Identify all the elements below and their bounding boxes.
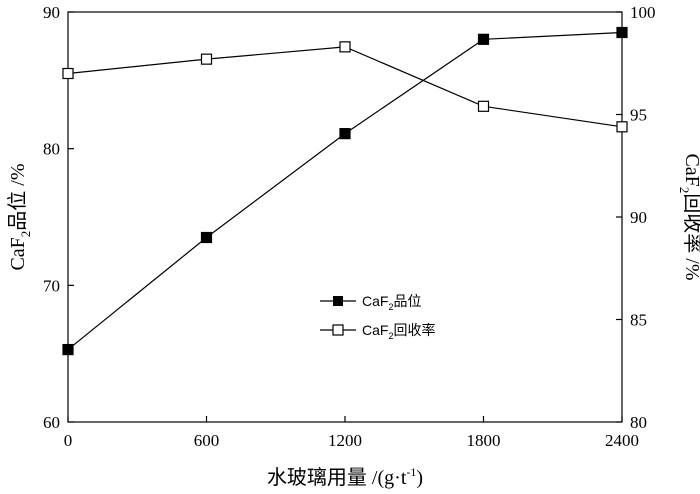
y-right-tick-label: 100 [630, 3, 656, 22]
series-line-grade [67, 31, 623, 351]
y-axis-left: 60 70 80 90 [43, 3, 74, 432]
legend-marker-recovery [332, 324, 344, 336]
data-point-recovery [339, 41, 351, 53]
legend-label-grade: CaF2品位 [362, 293, 421, 312]
data-point-grade [339, 128, 351, 140]
x-tick-label: 2400 [605, 431, 639, 450]
legend: CaF2品位 CaF2回收率 [320, 293, 435, 341]
y-left-tick-label: 60 [43, 413, 60, 432]
x-tick-label: 1800 [467, 431, 501, 450]
data-point-grade [616, 26, 628, 39]
plot-frame [67, 11, 623, 423]
x-axis: 0 600 1200 1800 2400 [64, 416, 639, 450]
y-right-tick-label: 85 [630, 311, 647, 330]
series-layer [62, 26, 628, 356]
legend-marker-grade [333, 296, 343, 306]
y-right-tick-label: 95 [630, 106, 647, 125]
data-point-recovery [62, 67, 74, 80]
y-axis-right: 80 85 90 95 100 [616, 3, 656, 432]
data-point-grade [62, 343, 74, 356]
x-axis-title: 水玻璃用量 /(g·t-1) [267, 465, 423, 489]
x-tick-label: 0 [64, 431, 73, 450]
y-right-tick-label: 90 [630, 208, 647, 227]
data-point-grade [200, 231, 213, 244]
y-left-tick-label: 90 [43, 3, 60, 22]
data-point-recovery [477, 100, 490, 112]
y-right-tick-label: 80 [630, 413, 647, 432]
y-left-tick-label: 80 [43, 140, 60, 159]
y-axis-right-title: CaF2回收率 /% [677, 153, 700, 280]
x-tick-label: 1200 [328, 431, 362, 450]
y-axis-left-title: CaF2品位 /% [6, 163, 33, 270]
series-line-recovery [67, 46, 623, 128]
data-point-recovery [616, 121, 628, 133]
legend-label-recovery: CaF2回收率 [362, 322, 435, 341]
data-point-grade [477, 33, 490, 45]
y-left-tick-label: 70 [43, 276, 60, 295]
x-tick-label: 600 [194, 431, 220, 450]
data-point-recovery [200, 53, 213, 65]
